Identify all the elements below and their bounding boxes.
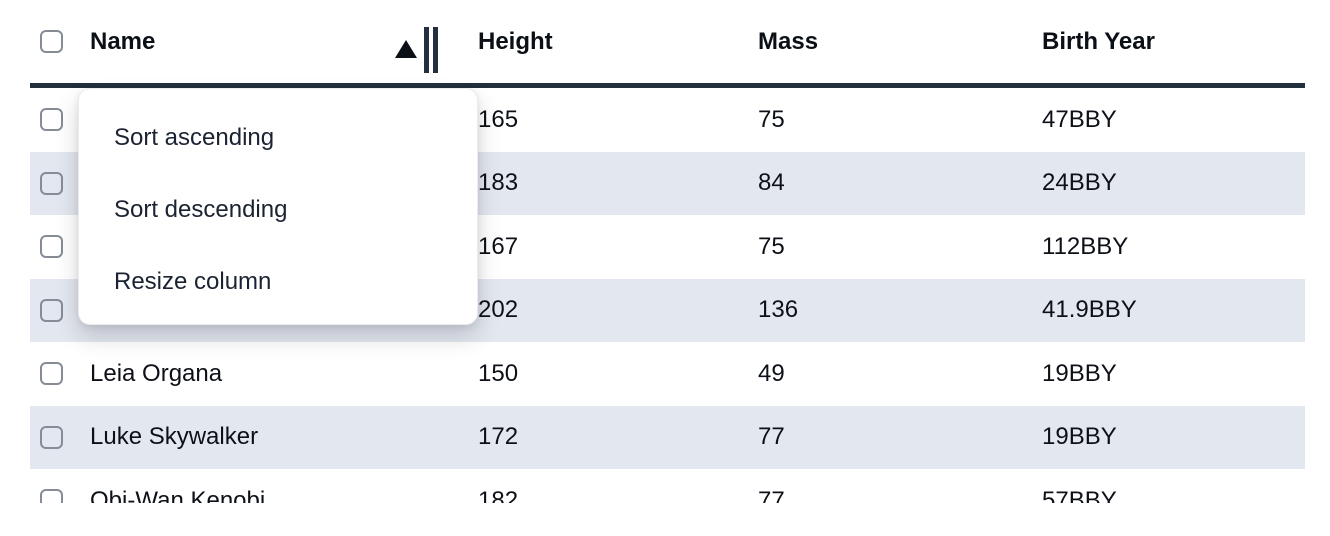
menu-item-sort-ascending[interactable]: Sort ascending [114, 124, 275, 151]
cell-height: 172 [478, 423, 519, 451]
row-select-cell [30, 342, 90, 406]
cell-name: Leia Organa [90, 359, 223, 387]
row-checkbox[interactable] [40, 235, 63, 259]
column-header-name-label: Name [90, 27, 156, 55]
row-select-cell [30, 279, 90, 343]
row-select-cell [30, 152, 90, 216]
table-row[interactable]: Obi-Wan Kenobi 182 77 57BBY [30, 469, 1305, 503]
cell-birth-year: 47BBY [1042, 105, 1117, 133]
resize-bar-icon [433, 27, 438, 73]
cell-height: 150 [478, 359, 519, 387]
row-checkbox[interactable] [40, 425, 63, 449]
row-checkbox[interactable] [40, 362, 63, 386]
resize-bar-icon [424, 27, 429, 73]
cell-mass: 77 [758, 486, 785, 503]
table-row[interactable]: Luke Skywalker 172 77 19BBY [30, 405, 1305, 470]
row-checkbox[interactable] [40, 298, 63, 322]
column-header-birth-year[interactable]: Birth Year [1042, 27, 1155, 55]
row-select-cell [30, 469, 90, 503]
cell-name: Luke Skywalker [90, 423, 259, 451]
menu-item-sort-descending[interactable]: Sort descending [114, 196, 288, 223]
cell-mass: 75 [758, 232, 785, 260]
cell-mass: 136 [758, 296, 799, 324]
header-select-cell [30, 0, 90, 83]
column-header-height[interactable]: Height [478, 27, 553, 55]
column-resize-handle[interactable] [424, 27, 438, 73]
column-header-name[interactable]: Name [90, 0, 478, 83]
cell-mass: 84 [758, 169, 785, 197]
row-select-cell [30, 88, 90, 152]
row-checkbox[interactable] [40, 489, 63, 503]
select-all-checkbox[interactable] [40, 30, 63, 53]
cell-name: Obi-Wan Kenobi [90, 486, 266, 503]
cell-birth-year: 57BBY [1042, 486, 1117, 503]
cell-mass: 49 [758, 359, 785, 387]
row-checkbox[interactable] [40, 171, 63, 195]
row-checkbox[interactable] [40, 108, 63, 132]
cell-height: 165 [478, 105, 519, 133]
cell-mass: 75 [758, 105, 785, 133]
cell-height: 202 [478, 296, 519, 324]
column-context-menu: Sort ascending Sort descending Resize co… [78, 88, 478, 325]
table-header-row: Name Height Mass Birth Year [30, 0, 1305, 88]
cell-mass: 77 [758, 423, 785, 451]
table-row[interactable]: Leia Organa 150 49 19BBY [30, 342, 1305, 406]
cell-height: 182 [478, 486, 519, 503]
menu-item-resize-column[interactable]: Resize column [114, 268, 272, 295]
sort-ascending-icon[interactable] [395, 40, 417, 58]
cell-birth-year: 19BBY [1042, 423, 1117, 451]
cell-height: 183 [478, 169, 519, 197]
cell-birth-year: 112BBY [1042, 232, 1129, 260]
column-header-mass[interactable]: Mass [758, 27, 819, 55]
row-select-cell [30, 215, 90, 279]
cell-birth-year: 24BBY [1042, 169, 1117, 197]
cell-birth-year: 19BBY [1042, 359, 1117, 387]
row-select-cell [30, 406, 90, 470]
cell-birth-year: 41.9BBY [1042, 296, 1137, 324]
cell-height: 167 [478, 232, 519, 260]
